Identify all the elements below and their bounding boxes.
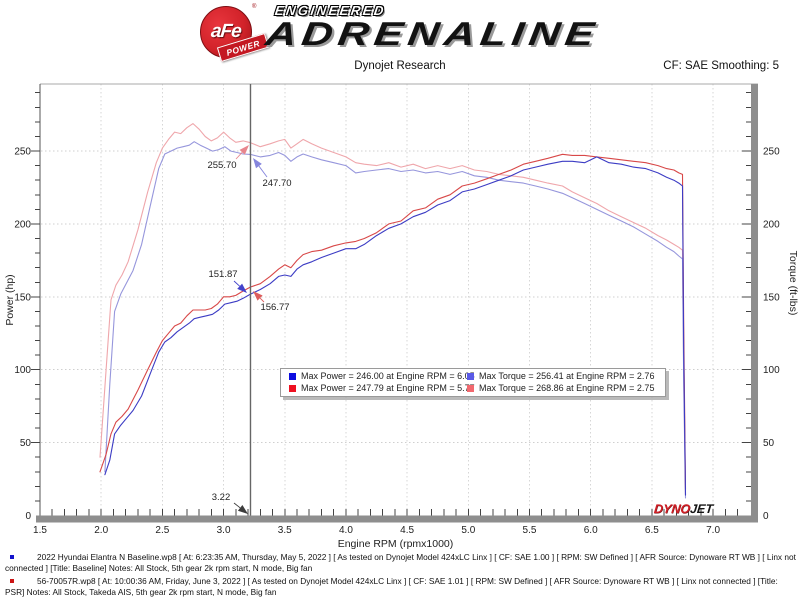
dynojet-logo-jet: JET xyxy=(689,502,714,516)
svg-text:150: 150 xyxy=(14,292,31,303)
svg-text:150: 150 xyxy=(763,292,780,303)
axis-titles: Power (hp) Torque (ft-lbs) Engine RPM (rpm… xyxy=(4,251,799,550)
svg-text:151.87: 151.87 xyxy=(208,269,237,280)
svg-text:200: 200 xyxy=(14,219,31,230)
svg-text:250: 250 xyxy=(763,147,780,158)
series-baseline-torque xyxy=(104,141,687,499)
run-info-footer: 2022 Hyundai Elantra N Baseline.wp8 [ At… xyxy=(5,552,796,600)
svg-text:200: 200 xyxy=(763,219,780,230)
chart-title: Dynojet Research xyxy=(354,60,446,72)
dynojet-logo-dyno: DYNO xyxy=(653,502,691,516)
brand-text: ENGINEERED ADRENALINE xyxy=(263,3,601,52)
legend-swatch-torque-baseline xyxy=(467,373,474,381)
svg-text:5.5: 5.5 xyxy=(523,525,537,536)
axis-ticks-and-labels: 0 0 50 50 100 100 150 150 200 200 250 250 1.5 2.0 2.5 3… xyxy=(14,92,780,536)
legend-item-max-torque-takeda: Max Torque = 268.86 at Engine RPM = 2.75 xyxy=(467,383,661,395)
header: aFe ® POWER ENGINEERED ADRENALINE Dynoje… xyxy=(0,0,800,80)
svg-text:100: 100 xyxy=(763,365,780,376)
legend-item-max-power-takeda: Max Power = 247.79 at Engine RPM = 5.77 xyxy=(289,383,475,395)
svg-text:4.5: 4.5 xyxy=(400,525,414,536)
afe-power-logo: aFe ® POWER xyxy=(198,4,270,62)
svg-text:3.22: 3.22 xyxy=(212,492,231,503)
legend-swatch-torque-takeda xyxy=(467,384,474,392)
legend-item-max-power-baseline: Max Power = 246.00 at Engine RPM = 6.05 xyxy=(289,371,475,383)
legend-swatch-power-baseline xyxy=(289,373,296,381)
svg-text:0: 0 xyxy=(25,511,31,522)
svg-text:5.0: 5.0 xyxy=(461,525,475,536)
svg-text:247.70: 247.70 xyxy=(262,178,291,189)
svg-text:3.5: 3.5 xyxy=(278,525,292,536)
svg-text:7.0: 7.0 xyxy=(706,525,720,536)
svg-text:3.0: 3.0 xyxy=(217,525,231,536)
svg-text:2.0: 2.0 xyxy=(94,525,108,536)
legend-label: Max Torque = 256.41 at Engine RPM = 2.76 xyxy=(479,371,655,381)
svg-text:100: 100 xyxy=(14,365,31,376)
series-baseline-power xyxy=(104,156,687,496)
svg-text:1.5: 1.5 xyxy=(33,525,47,536)
svg-text:50: 50 xyxy=(20,438,32,449)
grid-lines xyxy=(41,84,751,516)
legend-label: Max Torque = 268.86 at Engine RPM = 2.75 xyxy=(479,382,655,393)
svg-text:Engine RPM (rpmx1000): Engine RPM (rpmx1000) xyxy=(338,538,454,550)
svg-text:6.0: 6.0 xyxy=(584,525,598,536)
svg-text:4.0: 4.0 xyxy=(339,525,353,536)
adrenaline-text: ADRENALINE xyxy=(263,15,602,52)
svg-text:Torque (ft-lbs): Torque (ft-lbs) xyxy=(787,251,799,316)
run-text: 56-70057R.wp8 [ At: 10:00:36 AM, Friday,… xyxy=(5,575,778,598)
legend-label: Max Power = 246.00 at Engine RPM = 6.05 xyxy=(301,371,475,381)
svg-text:156.77: 156.77 xyxy=(260,302,289,313)
svg-text:0: 0 xyxy=(763,511,769,522)
run-bullet-blue xyxy=(10,555,14,559)
cf-smoothing-label: CF: SAE Smoothing: 5 xyxy=(663,60,779,72)
legend-box[interactable]: Max Power = 246.00 at Engine RPM = 6.05 … xyxy=(280,368,666,397)
svg-text:50: 50 xyxy=(763,438,775,449)
run-info-baseline: 2022 Hyundai Elantra N Baseline.wp8 [ At… xyxy=(5,552,796,575)
svg-text:255.70: 255.70 xyxy=(207,160,236,171)
legend-swatch-power-takeda xyxy=(289,384,296,392)
run-bullet-red xyxy=(10,578,14,583)
svg-text:Power (hp): Power (hp) xyxy=(4,274,16,325)
svg-text:2.5: 2.5 xyxy=(155,525,169,536)
afe-logo-text: aFe xyxy=(210,21,243,42)
cursor-annotations: 255.70 247.70 151.87 156.77 3.22 xyxy=(207,145,292,514)
dynojet-logo: DYNOJET xyxy=(653,502,714,516)
svg-text:250: 250 xyxy=(14,147,31,158)
legend-label: Max Power = 247.79 at Engine RPM = 5.77 xyxy=(301,382,475,393)
series-takeda-torque xyxy=(99,123,687,496)
axes-frame xyxy=(36,83,758,523)
run-text: 2022 Hyundai Elantra N Baseline.wp8 [ At… xyxy=(5,552,796,574)
legend-item-max-torque-baseline: Max Torque = 256.41 at Engine RPM = 2.76 xyxy=(467,371,661,383)
svg-text:6.5: 6.5 xyxy=(645,525,659,536)
run-info-takeda: 56-70057R.wp8 [ At: 10:00:36 AM, Friday,… xyxy=(5,576,796,599)
registered-mark-icon: ® xyxy=(252,4,257,10)
